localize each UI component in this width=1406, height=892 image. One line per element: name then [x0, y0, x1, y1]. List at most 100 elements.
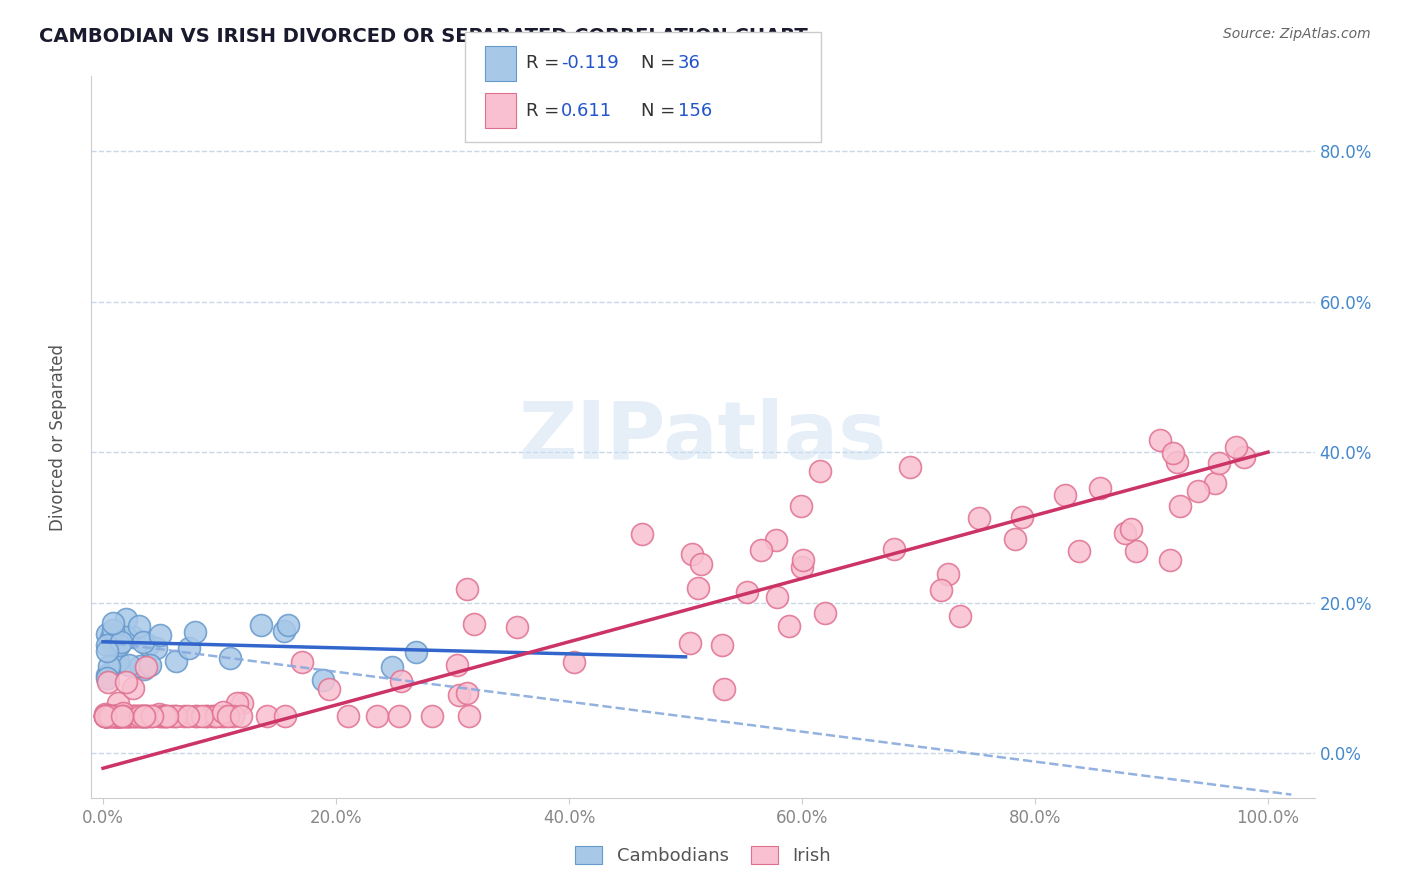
Point	[97, 658, 120, 673]
Point	[104, 708, 127, 723]
Point	[686, 582, 709, 596]
Point	[1161, 446, 1184, 460]
Text: R =: R =	[526, 54, 560, 72]
Point	[456, 686, 478, 700]
Point	[105, 708, 128, 723]
Point	[274, 708, 297, 723]
Point	[103, 655, 125, 669]
Text: 156: 156	[678, 102, 711, 120]
Point	[312, 673, 335, 687]
Point	[124, 708, 146, 723]
Point	[94, 708, 117, 723]
Point	[135, 660, 157, 674]
Point	[94, 708, 117, 723]
Point	[118, 657, 141, 672]
Point	[107, 654, 129, 668]
Point	[131, 708, 153, 723]
Point	[156, 708, 179, 723]
Point	[128, 619, 150, 633]
Point	[179, 641, 201, 656]
Point	[814, 606, 837, 620]
Point	[122, 708, 145, 723]
Point	[463, 617, 485, 632]
Point	[118, 708, 141, 723]
Point	[1233, 450, 1256, 464]
Point	[197, 708, 219, 723]
Point	[209, 708, 232, 723]
Point	[115, 674, 138, 689]
Point	[112, 706, 135, 720]
Point	[250, 618, 273, 632]
Point	[389, 674, 412, 689]
Point	[135, 708, 157, 723]
Point	[145, 641, 167, 656]
Point	[141, 708, 163, 723]
Point	[177, 708, 200, 723]
Text: CAMBODIAN VS IRISH DIVORCED OR SEPARATED CORRELATION CHART: CAMBODIAN VS IRISH DIVORCED OR SEPARATED…	[39, 27, 808, 45]
Point	[103, 708, 125, 723]
Point	[231, 697, 253, 711]
Point	[195, 708, 218, 723]
Point	[630, 526, 652, 541]
Point	[107, 708, 129, 723]
Point	[98, 708, 121, 723]
Point	[103, 708, 125, 723]
Point	[94, 708, 117, 723]
Text: -0.119: -0.119	[561, 54, 619, 72]
Point	[132, 708, 155, 723]
Point	[96, 671, 118, 685]
Point	[114, 612, 136, 626]
Point	[117, 708, 139, 723]
Point	[94, 706, 117, 721]
Point	[115, 630, 138, 644]
Point	[108, 708, 131, 723]
Point	[186, 708, 208, 723]
Point	[789, 500, 811, 514]
Point	[898, 460, 921, 475]
Point	[122, 708, 145, 723]
Point	[94, 708, 117, 723]
Point	[1114, 526, 1136, 541]
Text: R =: R =	[526, 102, 560, 120]
Point	[148, 708, 170, 723]
Point	[136, 638, 159, 652]
Point	[936, 566, 959, 581]
Point	[129, 708, 152, 723]
Point	[156, 708, 179, 723]
Point	[112, 708, 135, 723]
Point	[160, 708, 183, 723]
Point	[456, 582, 478, 596]
Point	[135, 708, 157, 723]
Point	[711, 639, 734, 653]
Point	[1053, 487, 1076, 501]
Point	[765, 533, 787, 547]
Point	[96, 708, 118, 723]
Point	[132, 662, 155, 676]
Point	[256, 708, 278, 723]
Point	[1166, 455, 1188, 469]
Point	[125, 708, 148, 723]
Point	[222, 708, 245, 723]
Point	[420, 708, 443, 723]
Point	[366, 708, 388, 723]
Point	[204, 708, 226, 723]
Point	[132, 635, 155, 649]
Point	[446, 658, 468, 673]
Point	[765, 590, 787, 604]
Text: N =: N =	[641, 54, 675, 72]
Point	[291, 655, 314, 669]
Point	[388, 708, 411, 723]
Text: ZIPatlas: ZIPatlas	[519, 398, 887, 476]
Point	[929, 582, 952, 597]
Point	[458, 708, 481, 723]
Text: 0.611: 0.611	[561, 102, 612, 120]
Point	[225, 696, 247, 710]
Text: Source: ZipAtlas.com: Source: ZipAtlas.com	[1223, 27, 1371, 41]
Point	[108, 708, 131, 723]
Point	[96, 626, 118, 640]
Point	[949, 609, 972, 624]
Point	[405, 645, 427, 659]
Point	[108, 708, 131, 723]
Point	[778, 618, 800, 632]
Point	[1067, 544, 1090, 558]
